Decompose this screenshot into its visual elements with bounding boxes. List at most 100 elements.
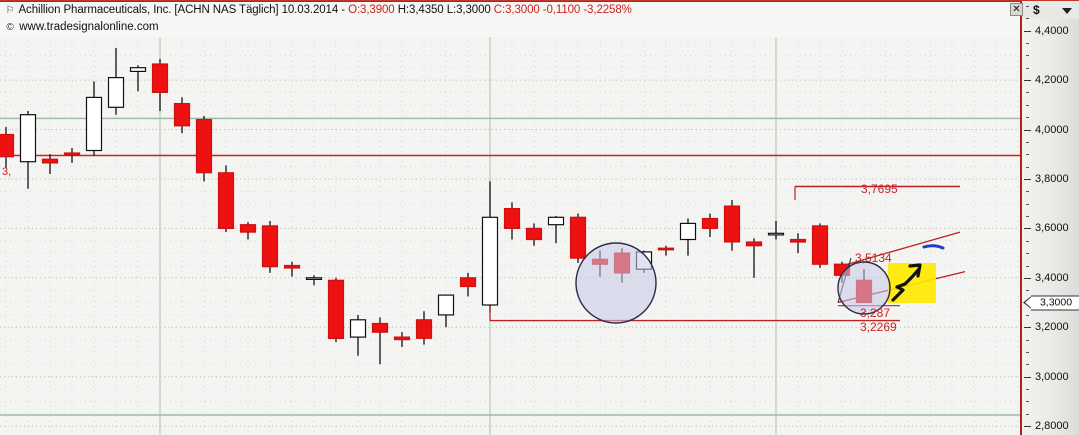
price-tick-minor [1026, 314, 1029, 316]
candle[interactable] [415, 311, 433, 345]
annotation-left-partial-label: 3, [2, 166, 12, 178]
price-tick-minor [1026, 253, 1029, 255]
candle[interactable] [789, 233, 807, 254]
candle[interactable] [437, 294, 455, 328]
candle[interactable] [239, 222, 257, 240]
candle[interactable] [85, 81, 103, 156]
price-tick-minor [1026, 240, 1029, 242]
price-tick-label: 4,0000 [1035, 123, 1069, 136]
price-tick-minor [1026, 352, 1029, 353]
price-tick-label: 3,2000 [1035, 321, 1069, 334]
price-tick-minor [1026, 401, 1029, 403]
candle[interactable] [151, 59, 169, 111]
candle[interactable] [217, 165, 235, 233]
price-tick-minor [1026, 141, 1029, 143]
candle[interactable] [459, 272, 477, 297]
price-axis[interactable]: ✕ $ 4,4000 4,2000 4,0000 3,8000 3,6000 3,4000… [1010, 1, 1079, 435]
close-icon[interactable]: ✕ [1010, 3, 1023, 16]
candle[interactable] [679, 218, 697, 256]
price-tick-mark [1024, 426, 1031, 428]
chart-title: Achillion Pharmaceuticals, Inc. [ACHN NA… [18, 4, 345, 16]
candle[interactable] [107, 48, 125, 115]
price-tick-mark [1024, 80, 1031, 82]
price-tick-minor [1026, 154, 1029, 156]
bullish-arrow-shaft [891, 267, 921, 302]
price-tick-label: 2,8000 [1035, 420, 1069, 433]
price-tick-minor [1026, 117, 1029, 119]
price-tick-minor [1026, 166, 1029, 168]
source-website: www.tradesignalonline.com [19, 21, 159, 33]
candle[interactable] [261, 221, 279, 273]
chart-header-info: ⚐ Achillion Pharmaceuticals, Inc. [ACHN … [4, 4, 632, 16]
candle[interactable] [657, 245, 675, 256]
price-tick-minor [1026, 265, 1029, 267]
pattern-circle-right [837, 261, 891, 315]
candle[interactable] [327, 277, 345, 343]
price-tick-label: 3,0000 [1035, 370, 1069, 383]
candle[interactable] [503, 202, 521, 240]
candle[interactable] [173, 97, 191, 134]
annotation-support-label: 3,287 [860, 306, 891, 320]
candle[interactable] [701, 213, 719, 237]
candle[interactable] [0, 127, 15, 168]
candle[interactable] [767, 221, 785, 240]
blue-stroke [922, 244, 945, 250]
copyright-icon: © [6, 22, 14, 33]
price-tick-minor [1026, 364, 1029, 366]
current-price-flag-body [1031, 295, 1079, 310]
candle[interactable] [525, 223, 543, 246]
quote-high: H:3,4350 [397, 4, 444, 16]
price-tick-label: 4,4000 [1035, 24, 1069, 37]
price-tick-label: 3,8000 [1035, 173, 1069, 185]
chart-plot-area[interactable]: 3,7695 3,5134 3,287 3,2269 3, [0, 1, 1020, 435]
candle[interactable] [305, 275, 323, 286]
candle[interactable] [349, 314, 367, 356]
current-price-flag: 3,3000 [1023, 295, 1079, 310]
price-tick-minor [1026, 5, 1029, 7]
flag-icon: ⚐ [5, 5, 15, 16]
candle[interactable] [569, 213, 587, 263]
candle[interactable] [371, 317, 389, 365]
quote-close: C:3,3000 [493, 4, 540, 16]
candle[interactable] [129, 65, 147, 92]
quote-change-abs: -0,1100 [542, 4, 581, 16]
price-tick-label: 3,4000 [1035, 271, 1069, 284]
candle[interactable] [547, 216, 565, 244]
chart-header: ⚐ Achillion Pharmaceuticals, Inc. [ACHN … [0, 1, 1020, 37]
price-tick-mark [1024, 129, 1031, 131]
price-tick-minor [1026, 104, 1029, 106]
price-tick-label: 4,2000 [1035, 74, 1069, 87]
chart-annotations[interactable] [0, 1, 1020, 435]
candle[interactable] [481, 181, 499, 313]
price-tick-minor [1026, 191, 1029, 193]
price-tick-mark [1024, 277, 1031, 279]
price-axis-header [1022, 1, 1079, 19]
candle[interactable] [393, 332, 411, 347]
annotation-wedge-top-label: 3,5134 [855, 251, 892, 265]
price-tick-minor [1026, 290, 1029, 292]
price-tick-minor [1026, 203, 1029, 205]
candle[interactable] [723, 200, 741, 251]
annotation-lower-label: 3,2269 [860, 320, 897, 334]
current-price-flag-tip-inner [1024, 296, 1032, 309]
quote-open: O:3,3900 [348, 4, 395, 16]
quote-low: L:3,3000 [446, 4, 491, 16]
caret-down-icon[interactable] [1062, 8, 1072, 14]
current-price-value: 3,3000 [1039, 296, 1073, 308]
price-tick-minor [1026, 389, 1029, 390]
price-tick-minor [1026, 413, 1029, 415]
candle[interactable] [41, 154, 59, 174]
chart-reference-lines [0, 117, 1020, 416]
bullish-arrow-head [908, 263, 922, 278]
candle[interactable] [195, 115, 213, 182]
candle[interactable] [745, 238, 763, 278]
pattern-circle-mid [575, 242, 657, 324]
candle[interactable] [19, 111, 37, 189]
candle[interactable] [283, 261, 301, 277]
candle[interactable] [63, 148, 81, 163]
price-tick-mark [1024, 179, 1031, 180]
price-tick-minor [1026, 18, 1029, 20]
quote-change-pct: -3,2258% [583, 4, 632, 16]
candle[interactable] [811, 223, 829, 268]
wedge-upper-trendline [844, 231, 961, 266]
